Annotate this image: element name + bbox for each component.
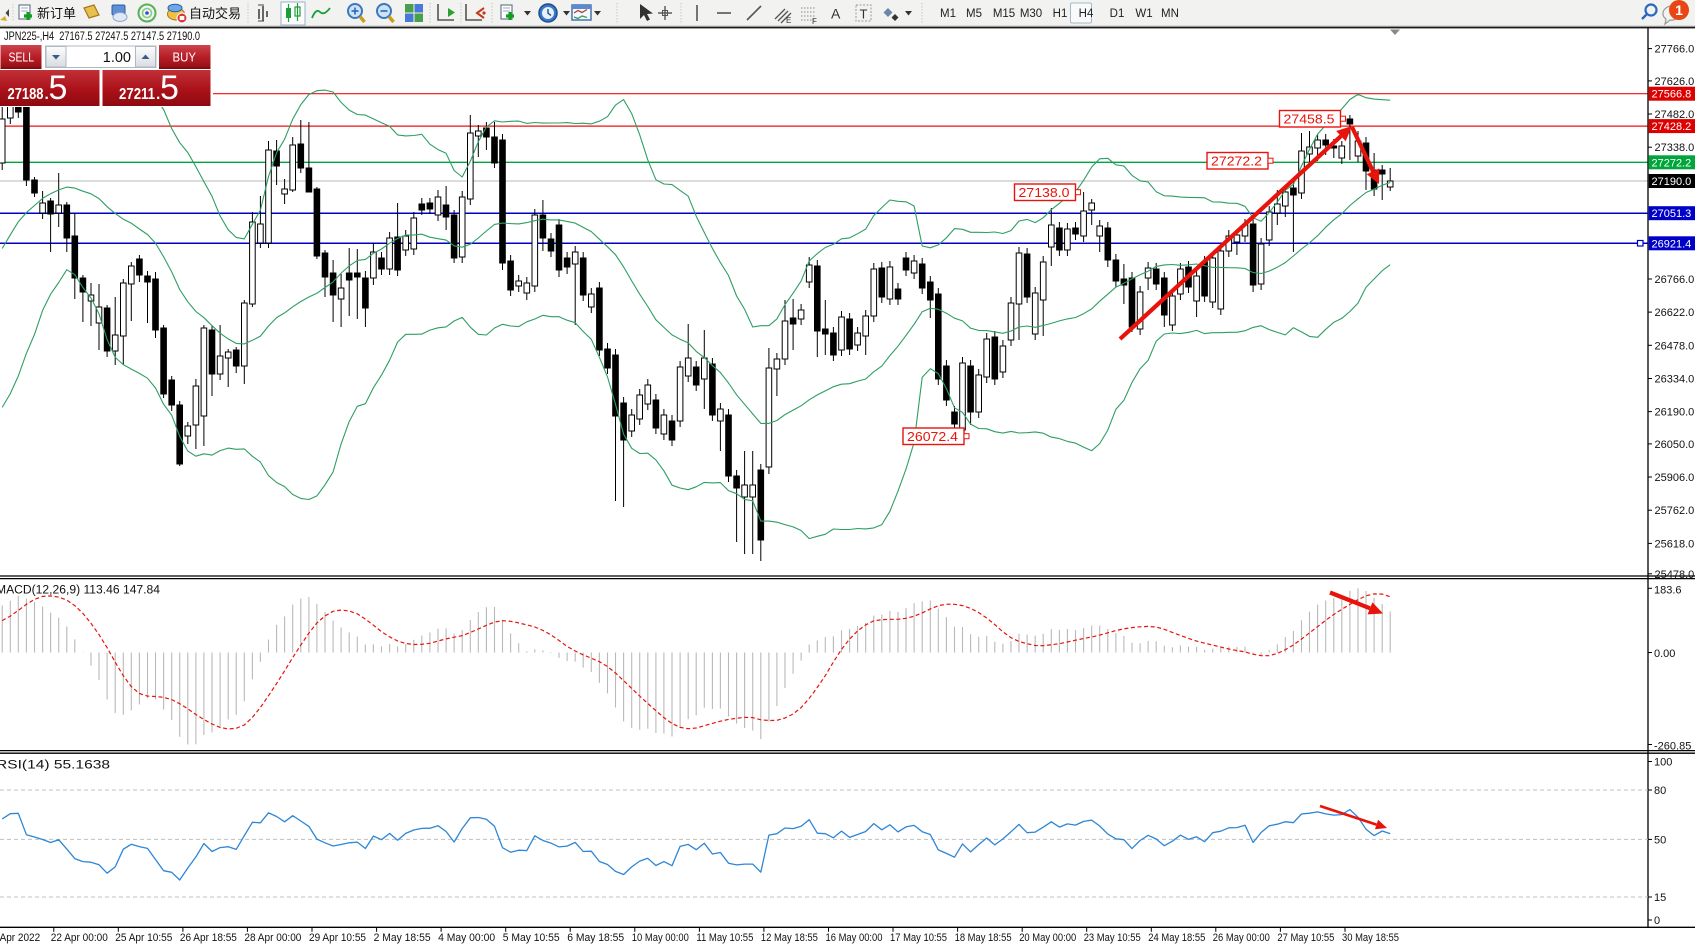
svg-text:26050.0: 26050.0 [1655, 439, 1695, 451]
svg-text:5: 5 [160, 69, 179, 107]
svg-text:28 Apr 00:00: 28 Apr 00:00 [244, 932, 301, 944]
svg-text:26 May 00:00: 26 May 00:00 [1213, 932, 1270, 944]
svg-text:183.6: 183.6 [1654, 585, 1682, 597]
svg-text:M1: M1 [940, 8, 956, 20]
svg-text:.: . [156, 86, 160, 103]
svg-text:100: 100 [1654, 757, 1672, 769]
svg-text:5: 5 [49, 69, 68, 107]
svg-text:26921.4: 26921.4 [1652, 238, 1692, 250]
svg-text:27272.2: 27272.2 [1211, 155, 1262, 169]
svg-text:T: T [860, 7, 868, 22]
svg-text:MN: MN [1161, 8, 1179, 20]
svg-text:0: 0 [1654, 915, 1660, 927]
svg-text:12 May 18:55: 12 May 18:55 [761, 932, 818, 944]
svg-text:27190.0: 27190.0 [1652, 176, 1692, 188]
svg-text:25906.0: 25906.0 [1655, 472, 1695, 484]
svg-text:0.00: 0.00 [1654, 648, 1675, 660]
svg-text:自动交易: 自动交易 [189, 6, 241, 21]
svg-text:25478.0: 25478.0 [1655, 569, 1695, 581]
svg-text:26 Apr 18:55: 26 Apr 18:55 [180, 932, 237, 944]
svg-text:21 Apr 2022: 21 Apr 2022 [0, 932, 40, 944]
svg-text:H4: H4 [1079, 8, 1094, 20]
svg-text:JPN225-,H4 27167.5 27247.5 27: JPN225-,H4 27167.5 27247.5 27147.5 27190… [4, 31, 200, 43]
svg-text:27766.0: 27766.0 [1655, 44, 1695, 56]
svg-text:26190.0: 26190.0 [1655, 407, 1695, 419]
svg-text:10 May 00:00: 10 May 00:00 [632, 932, 689, 944]
svg-text:4 May 00:00: 4 May 00:00 [438, 932, 495, 944]
svg-text:27626.0: 27626.0 [1655, 76, 1695, 88]
svg-text:50: 50 [1654, 834, 1666, 846]
svg-text:1.00: 1.00 [103, 50, 131, 66]
svg-text:30 May 18:55: 30 May 18:55 [1342, 932, 1399, 944]
svg-text:新订单: 新订单 [37, 6, 76, 21]
svg-text:RSI(14) 55.1638: RSI(14) 55.1638 [0, 760, 110, 772]
svg-text:W1: W1 [1135, 8, 1152, 20]
svg-text:29 Apr 10:55: 29 Apr 10:55 [309, 932, 366, 944]
svg-text:27482.0: 27482.0 [1655, 109, 1695, 121]
svg-text:.: . [45, 86, 49, 103]
svg-text:MACD(12,26,9) 113.46 147.84: MACD(12,26,9) 113.46 147.84 [0, 585, 161, 597]
svg-text:16 May 00:00: 16 May 00:00 [826, 932, 883, 944]
svg-text:22 Apr 00:00: 22 Apr 00:00 [51, 932, 108, 944]
svg-text:M30: M30 [1020, 8, 1042, 20]
svg-text:25618.0: 25618.0 [1655, 538, 1695, 550]
svg-text:M15: M15 [993, 8, 1015, 20]
svg-text:1: 1 [1675, 2, 1683, 18]
svg-text:27 May 10:55: 27 May 10:55 [1277, 932, 1334, 944]
svg-text:H1: H1 [1053, 8, 1068, 20]
svg-text:11 May 10:55: 11 May 10:55 [696, 932, 753, 944]
svg-text:27188: 27188 [8, 86, 44, 103]
svg-text:27138.0: 27138.0 [1019, 186, 1070, 200]
svg-text:27566.8: 27566.8 [1652, 89, 1692, 101]
svg-text:26478.0: 26478.0 [1655, 340, 1695, 352]
svg-text:F: F [812, 17, 817, 26]
svg-text:26072.4: 26072.4 [907, 430, 958, 444]
svg-text:E: E [786, 16, 791, 25]
svg-text:5 May 10:55: 5 May 10:55 [503, 932, 560, 944]
svg-text:M5: M5 [966, 8, 982, 20]
svg-text:26334.0: 26334.0 [1655, 374, 1695, 386]
svg-text:A: A [831, 6, 841, 22]
svg-text:2 May 18:55: 2 May 18:55 [374, 932, 431, 944]
svg-text:27338.0: 27338.0 [1655, 142, 1695, 154]
svg-text:80: 80 [1654, 785, 1666, 797]
svg-text:27211: 27211 [119, 86, 155, 103]
svg-text:6 May 18:55: 6 May 18:55 [567, 932, 624, 944]
svg-text:27428.2: 27428.2 [1652, 121, 1692, 133]
svg-text:26766.0: 26766.0 [1655, 274, 1695, 286]
svg-text:26622.0: 26622.0 [1655, 307, 1695, 319]
svg-text:BUY: BUY [173, 51, 197, 65]
svg-text:20 May 00:00: 20 May 00:00 [1019, 932, 1076, 944]
svg-text:-260.85: -260.85 [1654, 741, 1691, 753]
svg-text:27458.5: 27458.5 [1284, 113, 1335, 127]
svg-text:25 Apr 10:55: 25 Apr 10:55 [115, 932, 172, 944]
svg-text:24 May 18:55: 24 May 18:55 [1148, 932, 1205, 944]
svg-text:23 May 10:55: 23 May 10:55 [1084, 932, 1141, 944]
svg-text:15: 15 [1654, 892, 1666, 904]
svg-text:27272.2: 27272.2 [1652, 157, 1692, 169]
svg-text:17 May 10:55: 17 May 10:55 [890, 932, 947, 944]
svg-text:SELL: SELL [9, 51, 35, 65]
svg-text:D1: D1 [1110, 8, 1125, 20]
svg-text:25762.0: 25762.0 [1655, 505, 1695, 517]
svg-text:18 May 18:55: 18 May 18:55 [955, 932, 1012, 944]
svg-text:27051.3: 27051.3 [1652, 208, 1692, 220]
